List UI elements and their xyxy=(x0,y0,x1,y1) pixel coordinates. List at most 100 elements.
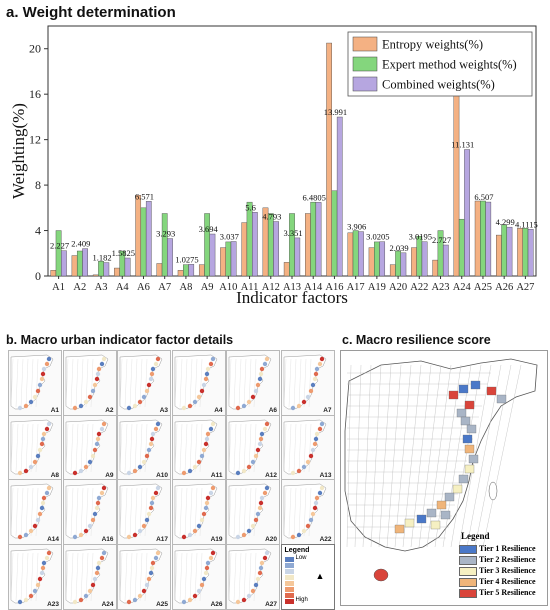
province-boundary xyxy=(354,364,362,548)
coastal-city xyxy=(96,431,101,436)
province-line xyxy=(20,487,24,537)
indicator-map-label: A16 xyxy=(101,536,114,543)
coastal-city xyxy=(192,528,197,534)
coastal-city xyxy=(40,565,46,570)
map-outline xyxy=(10,548,54,604)
indicator-map-A22: A22 xyxy=(280,479,335,545)
bar-A4-2 xyxy=(124,257,131,277)
province-boundary xyxy=(402,364,422,548)
city-cell xyxy=(458,474,469,484)
bar-A14-0 xyxy=(305,213,311,277)
coastal-city xyxy=(235,470,241,475)
coastal-city xyxy=(94,441,99,446)
indicator-map-label: A8 xyxy=(50,471,59,479)
tier-label: Tier 3 Resilience xyxy=(479,566,536,575)
x-tick-label-A6: A6 xyxy=(137,282,150,293)
x-tick-label-A14: A14 xyxy=(304,282,323,293)
coastal-city xyxy=(23,532,29,538)
province-line xyxy=(283,358,286,408)
panel-b-title: b. Macro urban indicator factor details xyxy=(6,333,234,347)
coastal-city xyxy=(149,371,155,377)
city-cell xyxy=(496,394,507,404)
province-line xyxy=(174,423,177,472)
coastal-city xyxy=(235,534,241,540)
tier-label: Tier 5 Resilience xyxy=(479,588,536,597)
coastal-city xyxy=(72,599,77,604)
coastal-city xyxy=(87,588,92,593)
coastal-city xyxy=(203,505,208,511)
province-line xyxy=(248,487,252,537)
bar-A6-0 xyxy=(135,195,142,277)
province-line xyxy=(238,487,242,537)
coastal-city xyxy=(255,576,261,581)
indicator-map-label: A13 xyxy=(319,471,332,479)
province-line xyxy=(75,358,78,408)
coastal-city xyxy=(210,485,215,491)
coastal-city xyxy=(317,361,322,367)
coastal-city xyxy=(17,405,23,411)
bar-A19-1 xyxy=(374,241,380,277)
map-outline xyxy=(283,483,326,540)
province-boundary xyxy=(394,364,412,548)
province-line xyxy=(298,423,301,472)
x-tick-label-A23: A23 xyxy=(431,282,449,293)
indicator-map-A19: A19 xyxy=(171,479,226,545)
coastal-city xyxy=(37,382,43,388)
province-line xyxy=(303,358,306,408)
indicator-map-A12: A12 xyxy=(226,414,280,481)
bar-A19-0 xyxy=(368,247,375,277)
bar-A20-0 xyxy=(389,264,396,277)
province-line xyxy=(194,487,197,537)
province-line xyxy=(15,552,19,601)
province-line xyxy=(20,423,24,472)
province-line xyxy=(15,358,19,408)
province-line xyxy=(35,358,39,408)
coastal-city xyxy=(32,394,38,400)
province-line xyxy=(253,552,257,601)
coastal-city xyxy=(155,356,161,362)
city-cell xyxy=(394,524,405,534)
coastal-city xyxy=(262,361,268,367)
coastal-city xyxy=(146,511,152,517)
indicator-map-label: A24 xyxy=(101,600,114,608)
coastal-city xyxy=(205,366,210,372)
province-line xyxy=(75,487,78,537)
coastal-city xyxy=(312,376,317,382)
coastal-city xyxy=(201,382,206,388)
city-cell xyxy=(456,408,467,418)
coastal-city xyxy=(258,565,264,570)
bar-A22-1 xyxy=(416,236,423,277)
city-cell xyxy=(466,424,477,434)
coastal-city xyxy=(290,470,295,475)
coastal-city xyxy=(144,517,150,523)
coastal-city xyxy=(196,523,201,529)
indicator-map-label: A2 xyxy=(105,407,114,414)
coastal-city xyxy=(92,382,97,388)
x-tick-label-A1: A1 xyxy=(52,282,65,293)
coastal-city xyxy=(235,599,241,604)
coastal-city xyxy=(78,403,83,409)
indicator-map-label: A1 xyxy=(50,407,59,414)
coastal-city xyxy=(246,593,252,598)
province-line xyxy=(134,358,138,408)
province-line xyxy=(189,423,192,472)
indicator-map-A27: A27 xyxy=(226,543,280,610)
coastal-city xyxy=(313,500,318,506)
coastal-city xyxy=(199,453,204,458)
coastal-city xyxy=(203,376,208,382)
coastal-city xyxy=(99,361,104,367)
province-line xyxy=(30,552,34,601)
coastal-city xyxy=(149,565,155,570)
bar-A4-0 xyxy=(114,267,120,277)
bar-A25-1 xyxy=(480,200,486,277)
x-tick-label-A26: A26 xyxy=(495,282,513,293)
coastal-city xyxy=(95,371,100,377)
coastal-city xyxy=(181,470,186,475)
province-line xyxy=(189,358,192,408)
province-line xyxy=(283,423,286,472)
bar-A9-2 xyxy=(209,233,216,277)
indicator-map-label: A12 xyxy=(265,471,277,479)
data-label-A13: 3.351 xyxy=(283,228,302,238)
province-line xyxy=(228,423,232,472)
province-line xyxy=(90,487,93,537)
